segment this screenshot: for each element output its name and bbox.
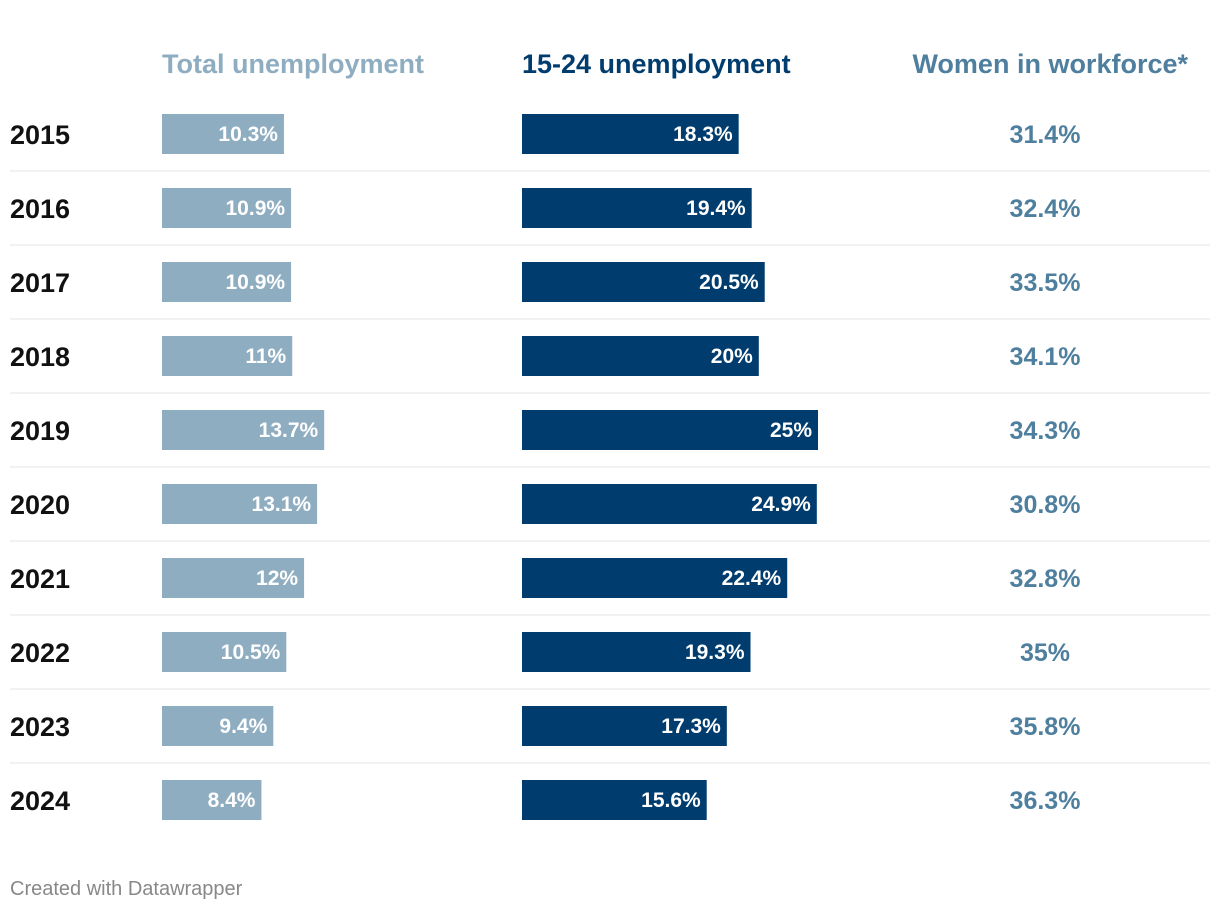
bar-label-total-unemployment: 13.7%: [259, 419, 319, 442]
value-women-in-workforce: 36.3%: [1010, 787, 1081, 815]
row-year-label: 2019: [10, 416, 70, 446]
row-year-label: 2020: [10, 490, 70, 520]
bar-label-youth-unemployment: 25%: [770, 419, 812, 442]
bar-label-total-unemployment: 8.4%: [208, 789, 256, 812]
value-women-in-workforce: 31.4%: [1010, 121, 1081, 149]
row-year-label: 2022: [10, 638, 70, 668]
value-women-in-workforce: 30.8%: [1010, 491, 1081, 519]
table-rows: 2015 10.3% 18.3% 31.4%2016 10.9% 19.4% 32.4%20…: [10, 114, 1210, 820]
table-row: 2017 10.9% 20.5% 33.5%: [10, 262, 1210, 320]
bar-label-total-unemployment: 10.9%: [226, 197, 286, 220]
bar-youth-unemployment: [522, 410, 818, 450]
bar-total-unemployment: [162, 188, 292, 228]
bar-total-unemployment: [162, 484, 318, 524]
bar-youth-unemployment: [522, 780, 707, 820]
bar-label-youth-unemployment: 20.5%: [699, 271, 759, 294]
bar-label-total-unemployment: 9.4%: [219, 715, 267, 738]
row-year-label: 2023: [10, 712, 70, 742]
bar-label-total-unemployment: 10.9%: [226, 271, 286, 294]
bar-label-youth-unemployment: 19.3%: [685, 641, 745, 664]
table-row: 2021 12% 22.4% 32.8%: [10, 558, 1210, 616]
bar-total-unemployment: [162, 410, 325, 450]
header-youth-unemployment: 15-24 unemployment: [522, 49, 791, 79]
bar-label-total-unemployment: 10.5%: [221, 641, 281, 664]
bar-label-youth-unemployment: 15.6%: [641, 789, 701, 812]
bar-total-unemployment: [162, 780, 262, 820]
bar-label-youth-unemployment: 17.3%: [661, 715, 721, 738]
bar-label-youth-unemployment: 18.3%: [673, 123, 733, 146]
bar-youth-unemployment: [522, 114, 739, 154]
table-row: 2019 13.7% 25% 34.3%: [10, 410, 1210, 468]
table-row: 2015 10.3% 18.3% 31.4%: [10, 114, 1210, 172]
table-row: 2016 10.9% 19.4% 32.4%: [10, 188, 1210, 246]
row-year-label: 2016: [10, 194, 70, 224]
bar-youth-unemployment: [522, 336, 759, 376]
value-women-in-workforce: 35%: [1020, 639, 1070, 667]
bar-youth-unemployment: [522, 484, 817, 524]
value-women-in-workforce: 33.5%: [1010, 269, 1081, 297]
bar-label-youth-unemployment: 24.9%: [751, 493, 811, 516]
bar-total-unemployment: [162, 262, 292, 302]
value-women-in-workforce: 35.8%: [1010, 713, 1081, 741]
header-women-in-workforce: Women in workforce*: [912, 49, 1188, 79]
bar-label-youth-unemployment: 22.4%: [722, 567, 782, 590]
row-year-label: 2015: [10, 120, 70, 150]
row-year-label: 2021: [10, 564, 70, 594]
footer-credit: Created with Datawrapper: [10, 878, 243, 900]
table-row: 2020 13.1% 24.9% 30.8%: [10, 484, 1210, 542]
header-total-unemployment: Total unemployment: [162, 49, 424, 79]
row-year-label: 2024: [10, 786, 70, 816]
bar-label-youth-unemployment: 20%: [711, 345, 753, 368]
bar-youth-unemployment: [522, 706, 727, 746]
value-women-in-workforce: 32.4%: [1010, 195, 1081, 223]
table-row: 2024 8.4% 15.6% 36.3%: [10, 780, 1080, 820]
table-row: 2022 10.5% 19.3% 35%: [10, 632, 1210, 690]
bar-label-total-unemployment: 12%: [256, 567, 298, 590]
bar-label-total-unemployment: 10.3%: [218, 123, 278, 146]
bar-label-total-unemployment: 13.1%: [252, 493, 312, 516]
bar-label-total-unemployment: 11%: [245, 345, 286, 368]
bar-youth-unemployment: [522, 558, 788, 598]
bar-youth-unemployment: [522, 188, 752, 228]
bar-youth-unemployment: [522, 262, 765, 302]
value-women-in-workforce: 32.8%: [1010, 565, 1081, 593]
bar-total-unemployment: [162, 336, 293, 376]
bar-label-youth-unemployment: 19.4%: [686, 197, 746, 220]
table-row: 2023 9.4% 17.3% 35.8%: [10, 706, 1210, 764]
value-women-in-workforce: 34.1%: [1010, 343, 1081, 371]
value-women-in-workforce: 34.3%: [1010, 417, 1081, 445]
row-year-label: 2018: [10, 342, 70, 372]
table-row: 2018 11% 20% 34.1%: [10, 336, 1210, 394]
bar-total-unemployment: [162, 632, 287, 672]
bar-youth-unemployment: [522, 632, 751, 672]
bar-total-unemployment: [162, 706, 274, 746]
bar-total-unemployment: [162, 114, 284, 154]
bar-total-unemployment: [162, 558, 305, 598]
row-year-label: 2017: [10, 268, 70, 298]
